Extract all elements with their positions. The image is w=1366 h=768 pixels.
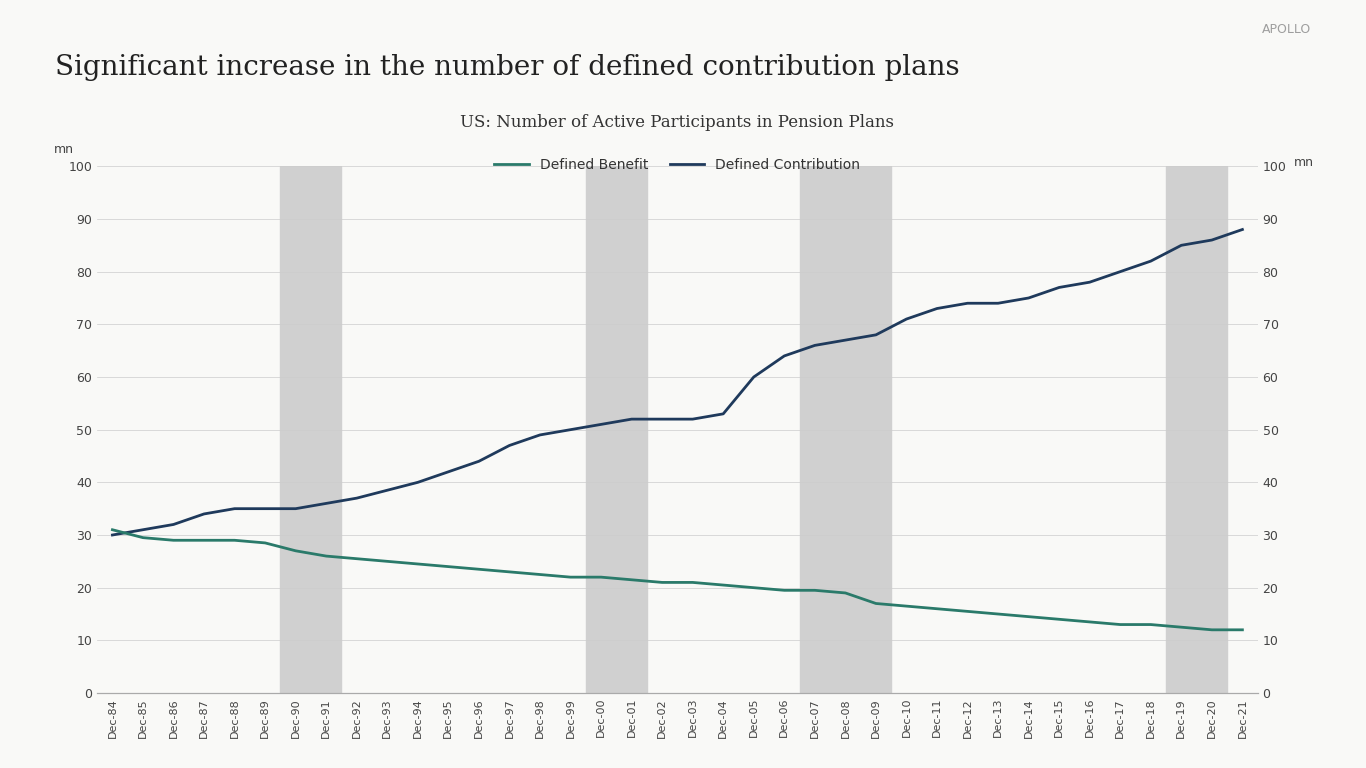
Defined Benefit <box>563 572 579 581</box>
Defined Benefit <box>593 572 609 581</box>
Defined Benefit <box>654 578 671 587</box>
Defined Contribution <box>929 304 945 313</box>
Defined Benefit <box>195 535 212 545</box>
Bar <box>1167 167 1227 693</box>
Defined Contribution <box>135 525 152 535</box>
Defined Contribution <box>165 520 182 529</box>
Defined Contribution <box>440 467 456 476</box>
Defined Benefit <box>929 604 945 614</box>
Defined Contribution <box>257 504 273 513</box>
Defined Benefit <box>318 551 335 561</box>
Defined Contribution <box>501 441 518 450</box>
Defined Contribution <box>837 336 854 345</box>
Defined Contribution <box>531 430 548 439</box>
Defined Benefit <box>776 586 792 595</box>
Defined Benefit <box>471 564 488 574</box>
Text: APOLLO: APOLLO <box>1262 23 1311 36</box>
Defined Benefit <box>135 533 152 542</box>
Defined Contribution <box>348 494 365 503</box>
Defined Benefit <box>1050 614 1067 624</box>
Defined Contribution <box>1173 240 1190 250</box>
Defined Benefit <box>1020 612 1037 621</box>
Defined Contribution <box>195 509 212 518</box>
Defined Contribution <box>623 415 639 424</box>
Defined Benefit <box>348 554 365 563</box>
Defined Contribution <box>410 478 426 487</box>
Defined Benefit <box>287 546 303 555</box>
Defined Benefit <box>867 599 884 608</box>
Defined Benefit <box>714 581 731 590</box>
Defined Benefit <box>1235 625 1251 634</box>
Y-axis label: mn: mn <box>1294 156 1314 169</box>
Defined Contribution <box>593 420 609 429</box>
Defined Contribution <box>776 351 792 360</box>
Defined Contribution <box>287 504 303 513</box>
Defined Contribution <box>746 372 762 382</box>
Defined Contribution <box>807 341 824 350</box>
Defined Benefit <box>746 583 762 592</box>
Defined Benefit <box>899 601 915 611</box>
Defined Contribution <box>714 409 731 419</box>
Defined Benefit <box>531 570 548 579</box>
Defined Contribution <box>563 425 579 434</box>
Defined Benefit <box>959 607 975 616</box>
Defined Contribution <box>1050 283 1067 292</box>
Bar <box>280 167 342 693</box>
Defined Contribution <box>654 415 671 424</box>
Defined Contribution <box>684 415 701 424</box>
Defined Benefit <box>623 575 639 584</box>
Defined Contribution <box>1112 267 1128 276</box>
Defined Benefit <box>1142 620 1158 629</box>
Defined Contribution <box>227 504 243 513</box>
Defined Benefit <box>104 525 120 535</box>
Defined Contribution <box>1020 293 1037 303</box>
Defined Contribution <box>104 531 120 540</box>
Defined Contribution <box>959 299 975 308</box>
Bar <box>799 167 891 693</box>
Defined Contribution <box>471 457 488 466</box>
Line: Defined Benefit: Defined Benefit <box>112 530 1243 630</box>
Defined Contribution <box>1142 257 1158 266</box>
Defined Contribution <box>1203 236 1220 245</box>
Defined Benefit <box>380 557 396 566</box>
Defined Benefit <box>257 538 273 548</box>
Legend: Defined Benefit, Defined Contribution: Defined Benefit, Defined Contribution <box>489 152 866 177</box>
Defined Contribution <box>380 485 396 495</box>
Defined Benefit <box>501 568 518 577</box>
Defined Benefit <box>1112 620 1128 629</box>
Defined Benefit <box>410 559 426 568</box>
Defined Benefit <box>837 588 854 598</box>
Defined Contribution <box>1082 277 1098 286</box>
Defined Benefit <box>440 562 456 571</box>
Line: Defined Contribution: Defined Contribution <box>112 230 1243 535</box>
Defined Contribution <box>899 314 915 323</box>
Defined Benefit <box>990 610 1007 619</box>
Defined Benefit <box>1082 617 1098 627</box>
Y-axis label: mn: mn <box>53 143 74 156</box>
Defined Contribution <box>318 498 335 508</box>
Defined Benefit <box>1173 623 1190 632</box>
Text: US: Number of Active Participants in Pension Plans: US: Number of Active Participants in Pen… <box>460 114 895 131</box>
Text: Significant increase in the number of defined contribution plans: Significant increase in the number of de… <box>55 54 959 81</box>
Defined Contribution <box>990 299 1007 308</box>
Defined Benefit <box>684 578 701 587</box>
Defined Contribution <box>1235 225 1251 234</box>
Bar <box>586 167 647 693</box>
Defined Contribution <box>867 330 884 339</box>
Defined Benefit <box>1203 625 1220 634</box>
Defined Benefit <box>227 535 243 545</box>
Defined Benefit <box>165 535 182 545</box>
Defined Benefit <box>807 586 824 595</box>
